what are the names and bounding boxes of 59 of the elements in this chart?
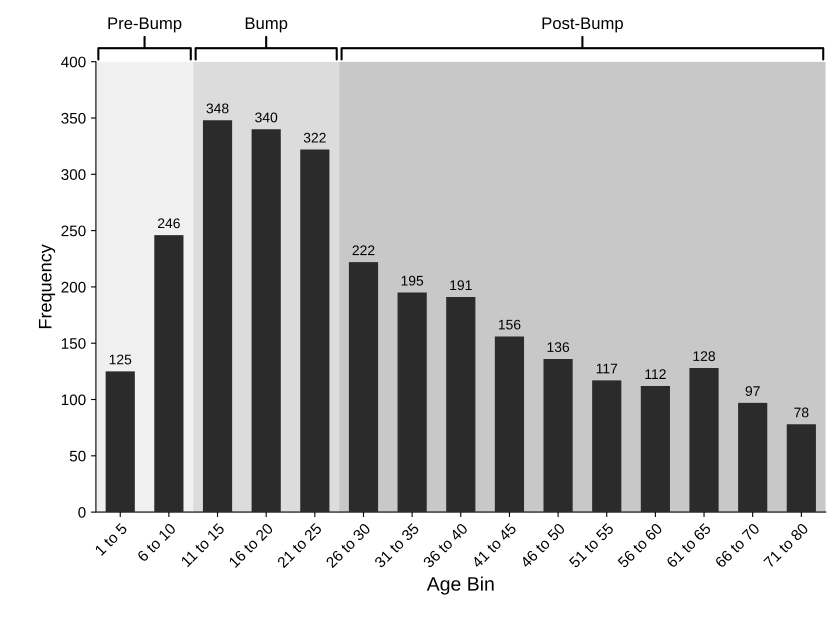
bar xyxy=(106,371,135,512)
x-tick-label: 71 to 80 xyxy=(763,522,809,568)
bar xyxy=(446,297,476,512)
bar xyxy=(202,120,232,512)
x-tick-label: 31 to 35 xyxy=(374,522,420,568)
y-tick-label: 150 xyxy=(62,338,86,349)
data-label: 322 xyxy=(304,132,326,143)
bar xyxy=(300,150,330,512)
x-tick-label: 16 to 20 xyxy=(228,522,274,568)
bar xyxy=(494,336,524,512)
x-tick-label: 21 to 25 xyxy=(276,522,322,568)
data-label: 191 xyxy=(450,280,472,290)
bar xyxy=(252,129,281,512)
bar xyxy=(154,235,184,512)
y-tick-label: 350 xyxy=(61,112,86,124)
y-axis-title: Frequency xyxy=(38,244,56,328)
bar xyxy=(398,292,427,512)
data-label: 112 xyxy=(645,369,666,379)
data-label: 340 xyxy=(255,112,278,122)
data-label: 128 xyxy=(694,351,716,362)
band-label: Pre-Bump xyxy=(108,18,182,32)
x-tick-label: 56 to 60 xyxy=(617,522,663,568)
bar xyxy=(592,380,622,512)
data-label: 78 xyxy=(794,408,808,418)
data-label: 222 xyxy=(352,245,374,256)
data-label: 136 xyxy=(548,342,570,352)
band-label: Post-Bump xyxy=(542,18,623,32)
bar xyxy=(738,402,768,512)
data-label: 195 xyxy=(402,276,424,286)
bar xyxy=(543,358,573,512)
x-tick-label: 46 to 50 xyxy=(520,522,566,569)
x-tick-label: 51 to 55 xyxy=(568,522,614,568)
data-label: 246 xyxy=(158,218,180,228)
y-tick-label: 0 xyxy=(78,506,86,518)
data-label: 97 xyxy=(746,386,760,396)
data-label: 156 xyxy=(498,320,520,330)
data-label: 348 xyxy=(206,104,229,114)
y-tick-label: 300 xyxy=(61,169,86,180)
y-tick-label: 400 xyxy=(61,56,86,68)
data-label: 125 xyxy=(110,354,132,364)
x-tick-label: 11 to 15 xyxy=(180,522,226,568)
band-label: Bump xyxy=(246,18,288,32)
bar xyxy=(786,424,816,512)
bar xyxy=(640,386,670,512)
bar xyxy=(689,368,719,512)
y-tick-label: 250 xyxy=(61,225,86,236)
x-tick-label: 36 to 40 xyxy=(422,522,468,568)
x-tick-label: 61 to 65 xyxy=(666,522,712,568)
y-tick-label: 50 xyxy=(70,450,86,462)
y-tick-label: 200 xyxy=(61,282,86,293)
x-tick-label: 41 to 45 xyxy=(471,522,517,569)
x-tick-label: 1 to 5 xyxy=(94,522,128,556)
bar xyxy=(348,262,378,512)
y-tick-label: 100 xyxy=(62,394,86,406)
x-tick-label: 26 to 30 xyxy=(325,522,371,568)
x-tick-label: 66 to 70 xyxy=(714,522,760,568)
x-tick-label: 6 to 10 xyxy=(136,522,176,562)
x-axis-title: Age Bin xyxy=(426,576,494,595)
data-label: 117 xyxy=(596,364,618,374)
